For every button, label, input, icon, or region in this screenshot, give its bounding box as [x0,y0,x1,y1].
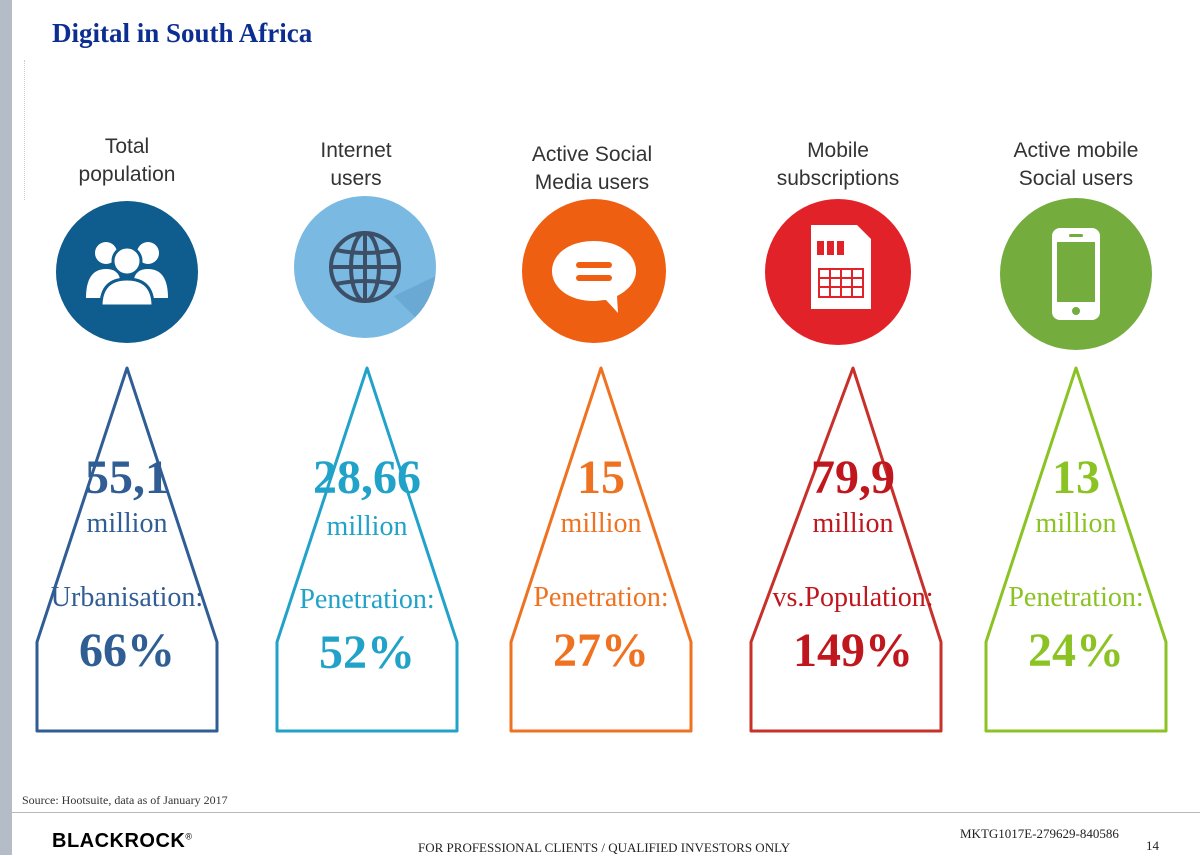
internet-users-unit: million [326,511,408,542]
sim-card-icon [765,199,911,345]
decorative-dotted-line [24,60,25,200]
page-number: 14 [1146,838,1159,853]
internet-penetration-value: 52% [319,626,415,679]
internet-penetration-label: Penetration: [299,584,435,615]
mobile-subscriptions-value: 79,9 [811,451,895,504]
people-icon [56,201,198,343]
smartphone-icon [1000,198,1152,350]
mobile-social-penetration-label: Penetration: [1008,582,1144,613]
left-accent-bar [0,0,12,855]
vs-population-label: vs.Population: [772,582,934,613]
page-title: Digital in South Africa [52,18,313,48]
source-note: Source: Hootsuite, data as of January 20… [22,793,228,807]
disclaimer: FOR PROFESSIONAL CLIENTS / QUALIFIED INV… [418,840,791,855]
footer-divider [12,812,1200,813]
internet-users-value: 28,66 [313,451,421,504]
total-population-value: 55,1 [85,451,169,504]
speech-bubble-icon [522,199,666,343]
column-label-social-media-users: Active Social Media users [531,143,653,194]
mobile-subscriptions-unit: million [812,508,894,539]
urbanisation-label: Urbanisation: [50,582,204,613]
social-media-penetration-value: 27% [553,624,649,677]
mobile-social-users-value: 13 [1052,451,1100,504]
social-media-users-unit: million [560,508,642,539]
social-media-users-value: 15 [577,451,625,504]
vs-population-value: 149% [793,624,913,677]
column-label-internet-users: Internet users [320,139,392,190]
social-media-penetration-label: Penetration: [533,582,669,613]
mobile-social-penetration-value: 24% [1028,624,1124,677]
column-label-total-population: Total population [78,135,176,186]
globe-icon [294,196,436,338]
blackrock-logo: BLACKROCK® [52,830,193,852]
document-code: MKTG1017E-279629-840586 [960,826,1119,841]
column-label-mobile-social-users: Active mobile Social users [1013,139,1139,190]
column-label-mobile-subscriptions: Mobile subscriptions [776,139,900,190]
mobile-social-users-unit: million [1035,508,1117,539]
urbanisation-value: 66% [79,624,175,677]
total-population-unit: million [86,508,168,539]
